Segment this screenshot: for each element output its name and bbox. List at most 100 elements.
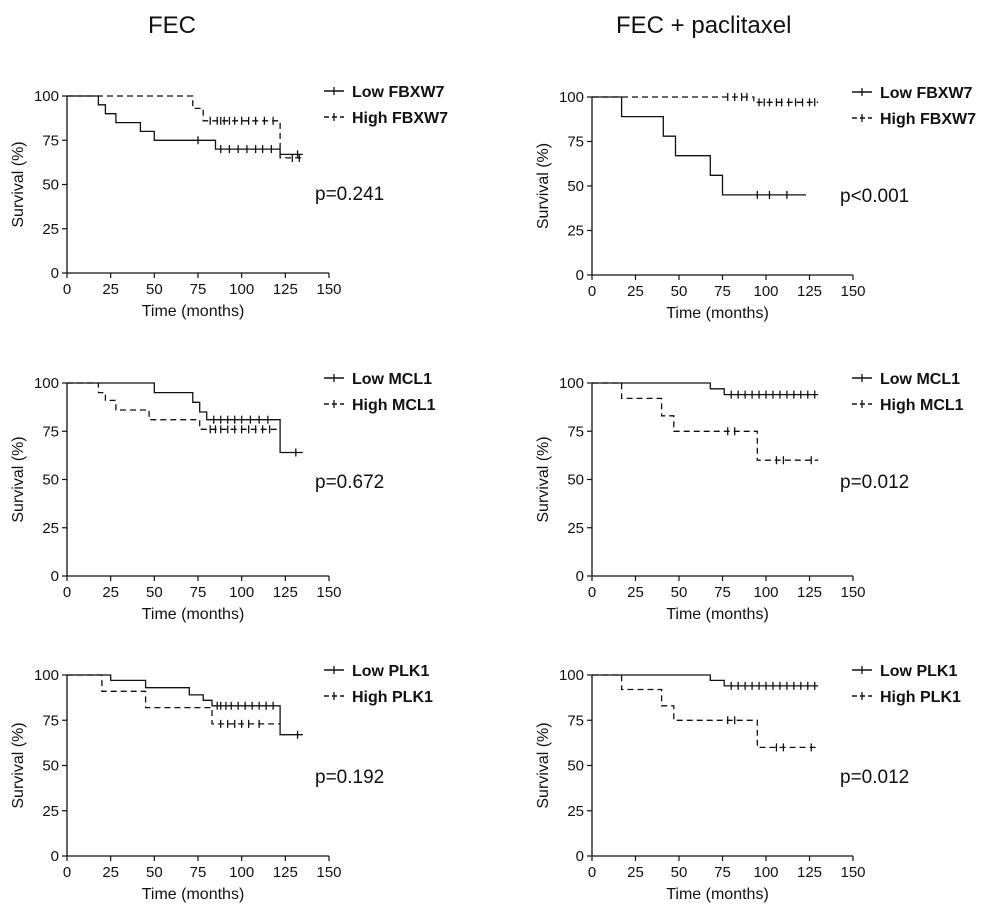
x-tick-label: 125: [797, 584, 822, 601]
x-axis-title: Time (months): [666, 606, 769, 623]
x-tick-label: 0: [588, 283, 596, 300]
x-tick-label: 0: [588, 864, 596, 881]
x-tick-label: 25: [627, 584, 644, 601]
y-tick-label: 75: [42, 423, 59, 440]
y-tick-label: 100: [559, 89, 584, 106]
y-tick-label: 25: [42, 803, 59, 820]
y-tick-label: 25: [42, 221, 59, 238]
x-tick-label: 0: [63, 584, 71, 601]
legend-label-high: High MCL1: [352, 397, 436, 414]
y-tick-label: 0: [51, 265, 59, 282]
legend-label-low: Low FBXW7: [880, 85, 973, 102]
x-tick-label: 75: [190, 584, 207, 601]
legend-label-high: High FBXW7: [352, 110, 448, 127]
x-tick-label: 150: [316, 584, 341, 601]
x-tick-label: 25: [102, 864, 119, 881]
x-tick-label: 100: [229, 584, 254, 601]
x-tick-label: 0: [63, 281, 71, 298]
y-tick-label: 25: [42, 520, 59, 537]
y-tick-label: 75: [567, 134, 584, 151]
x-tick-label: 0: [588, 584, 596, 601]
y-tick-label: 75: [567, 423, 584, 440]
legend-label-low: Low PLK1: [352, 663, 429, 680]
survival-curve-low: [592, 96, 806, 196]
x-tick-label: 125: [273, 864, 298, 881]
x-tick-label: 25: [627, 864, 644, 881]
x-tick-label: 75: [714, 864, 731, 881]
x-axis-title: Time (months): [666, 305, 769, 322]
p-value-annotation: p<0.001: [840, 186, 909, 207]
legend-label-low: Low PLK1: [880, 663, 957, 680]
x-tick-label: 100: [753, 584, 778, 601]
x-tick-label: 75: [714, 584, 731, 601]
y-axis-title: Survival (%): [535, 143, 552, 229]
x-tick-label: 0: [63, 864, 71, 881]
survival-curve-high: [67, 674, 281, 725]
survival-curve-low: [592, 674, 819, 687]
y-tick-label: 100: [559, 375, 584, 392]
y-tick-label: 25: [567, 803, 584, 820]
x-tick-label: 125: [273, 281, 298, 298]
km-panel-5: 0 25 50 75 100 125 150 0 25 50 75 100 Time (months) S…: [10, 663, 433, 903]
x-tick-label: 150: [840, 283, 865, 300]
x-tick-label: 75: [714, 283, 731, 300]
column-title-fec-paclitaxel: FEC + paclitaxel: [616, 12, 792, 39]
y-tick-label: 75: [567, 712, 584, 729]
survival-curve-low: [67, 674, 303, 736]
survival-curve-low: [592, 382, 819, 396]
p-value-annotation: p=0.241: [315, 184, 384, 205]
y-tick-label: 0: [51, 848, 59, 865]
y-axis-title: Survival (%): [10, 722, 27, 808]
survival-curve-high: [592, 96, 819, 103]
legend-label-low: Low MCL1: [880, 371, 960, 388]
km-panel-2: 0 25 50 75 100 125 150 0 25 50 75 100 Time (months) S…: [535, 85, 976, 322]
survival-curve-high: [67, 95, 303, 159]
p-value-annotation: p=0.192: [315, 767, 384, 788]
x-tick-label: 50: [671, 864, 688, 881]
legend-label-high: High FBXW7: [880, 111, 976, 128]
x-tick-label: 50: [146, 281, 163, 298]
p-value-annotation: p=0.012: [840, 767, 909, 788]
x-tick-label: 50: [671, 584, 688, 601]
x-tick-label: 150: [316, 864, 341, 881]
y-tick-label: 50: [42, 472, 59, 489]
y-tick-label: 75: [42, 712, 59, 729]
x-tick-label: 50: [146, 864, 163, 881]
y-axis-title: Survival (%): [535, 722, 552, 808]
x-tick-label: 150: [840, 864, 865, 881]
x-tick-label: 25: [102, 281, 119, 298]
x-axis-title: Time (months): [142, 303, 245, 320]
y-tick-label: 100: [559, 667, 584, 684]
x-tick-label: 150: [840, 584, 865, 601]
x-axis-title: Time (months): [142, 886, 245, 903]
legend-label-low: Low MCL1: [352, 371, 432, 388]
y-tick-label: 50: [567, 472, 584, 489]
y-axis-title: Survival (%): [10, 141, 27, 227]
x-tick-label: 100: [753, 283, 778, 300]
x-tick-label: 100: [753, 864, 778, 881]
survival-curve-low: [67, 382, 303, 454]
x-tick-label: 50: [671, 283, 688, 300]
legend-label-low: Low FBXW7: [352, 84, 445, 101]
y-tick-label: 25: [567, 223, 584, 240]
legend-label-high: High MCL1: [880, 397, 964, 414]
y-tick-label: 100: [34, 88, 59, 105]
x-axis-title: Time (months): [142, 606, 245, 623]
km-panel-3: 0 25 50 75 100 125 150 0 25 50 75 100 Time (months) S…: [10, 371, 436, 623]
x-tick-label: 125: [797, 283, 822, 300]
y-tick-label: 75: [42, 132, 59, 149]
survival-curve-high: [592, 674, 819, 749]
x-tick-label: 50: [146, 584, 163, 601]
column-title-fec: FEC: [148, 12, 196, 39]
x-tick-label: 150: [316, 281, 341, 298]
km-panel-4: 0 25 50 75 100 125 150 0 25 50 75 100 Time (months) S…: [535, 371, 964, 623]
y-axis-title: Survival (%): [535, 436, 552, 522]
y-tick-label: 0: [576, 848, 584, 865]
y-tick-label: 50: [42, 177, 59, 194]
y-tick-label: 25: [567, 520, 584, 537]
legend-label-high: High PLK1: [880, 689, 961, 706]
x-tick-label: 125: [797, 864, 822, 881]
km-panel-6: 0 25 50 75 100 125 150 0 25 50 75 100 Time (months) S…: [535, 663, 961, 903]
x-tick-label: 25: [627, 283, 644, 300]
